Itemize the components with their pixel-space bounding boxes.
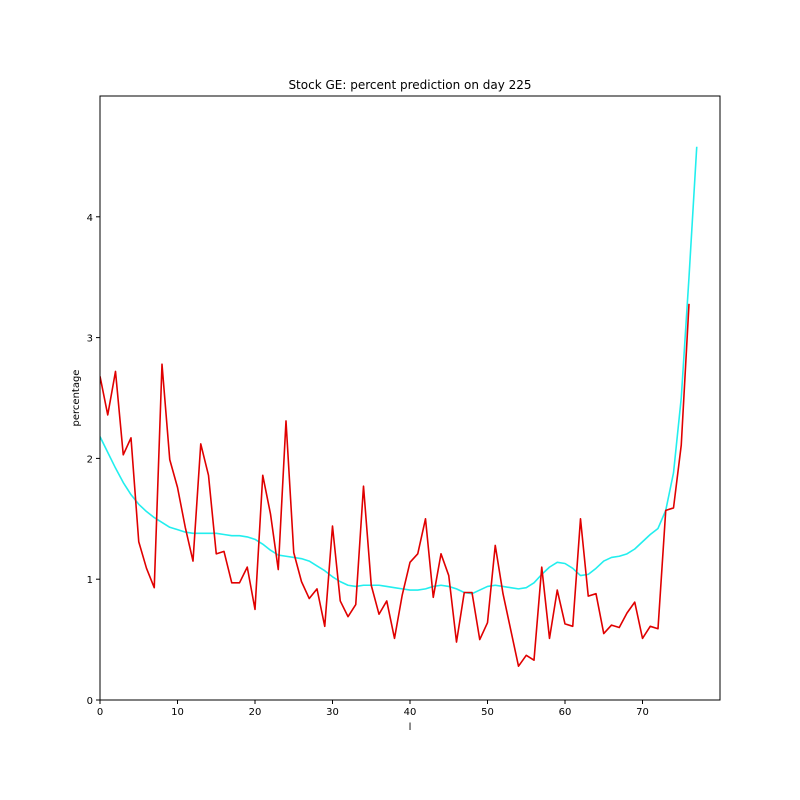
x-tick-label: 70 bbox=[636, 707, 649, 718]
x-axis: 0 10 20 30 40 50 60 70 bbox=[97, 700, 649, 718]
x-tick-label: 10 bbox=[171, 707, 184, 718]
series-line-red bbox=[100, 303, 690, 667]
y-axis: 0 1 2 3 4 bbox=[87, 213, 100, 707]
y-tick-label: 4 bbox=[87, 213, 93, 224]
x-tick-label: 30 bbox=[326, 707, 339, 718]
y-tick-label: 1 bbox=[87, 575, 93, 586]
x-tick-label: 40 bbox=[404, 707, 417, 718]
y-tick-label: 3 bbox=[87, 334, 93, 345]
x-tick-label: 50 bbox=[481, 707, 494, 718]
plot-frame bbox=[99, 95, 721, 701]
x-tick-label: 20 bbox=[249, 707, 262, 718]
y-tick-label: 2 bbox=[87, 454, 93, 465]
chart-title: Stock GE: percent prediction on day 225 bbox=[288, 78, 531, 92]
x-tick-label: 60 bbox=[559, 707, 572, 718]
x-axis-label: l bbox=[409, 722, 412, 733]
series-layer bbox=[100, 146, 698, 667]
x-tick-label: 0 bbox=[97, 707, 103, 718]
y-axis-label: percentage bbox=[71, 370, 82, 427]
y-tick-label: 0 bbox=[87, 696, 93, 707]
series-line-cyan bbox=[100, 146, 698, 595]
